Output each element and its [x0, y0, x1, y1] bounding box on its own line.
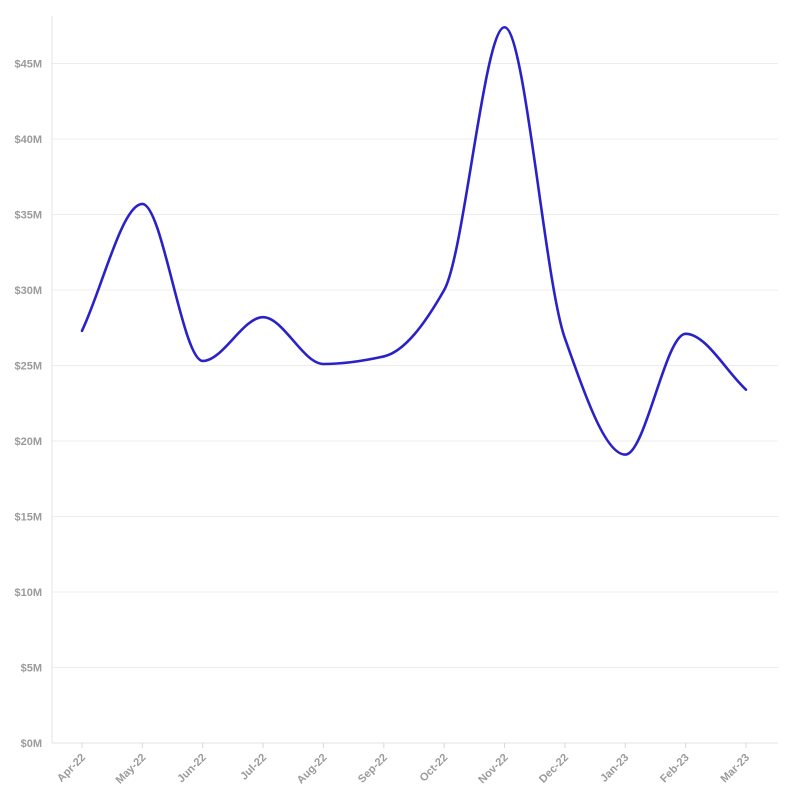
y-tick-label: $10M [14, 587, 42, 599]
y-tick-label: $0M [21, 738, 42, 750]
y-tick-label: $40M [14, 134, 42, 146]
series [80, 25, 748, 456]
y-axis-tick-labels: $0M $5M $10M $15M $20M $25M $30M $35M $40M $45M [14, 59, 42, 751]
x-tick-label: Sep-22 [356, 752, 390, 786]
y-tick-label: $5M [21, 663, 42, 675]
x-tick-label: Jul-22 [238, 752, 269, 783]
x-tick-label: Oct-22 [418, 752, 451, 785]
x-tick-label: Nov-22 [476, 752, 510, 786]
x-tick-label: Dec-22 [537, 752, 571, 786]
x-tick-label: Mar-23 [719, 752, 753, 786]
y-tick-label: $25M [14, 361, 42, 373]
y-tick-label: $45M [14, 59, 42, 71]
x-tick-label: Feb-23 [658, 752, 692, 786]
y-tick-label: $35M [14, 210, 42, 222]
grid [52, 63, 778, 668]
x-axis-tick-labels: Apr-22 May-22 Jun-22 Jul-22 Aug-22 Sep-22 Oct-… [55, 752, 752, 787]
y-tick-label: $20M [14, 436, 42, 448]
x-tick-label: May-22 [114, 752, 149, 787]
y-tick-label: $15M [14, 512, 42, 524]
axes [51, 16, 778, 748]
y-tick-label: $30M [14, 285, 42, 297]
x-tick-label: Aug-22 [295, 752, 330, 787]
x-tick-label: Jan-23 [598, 752, 631, 785]
series-line [80, 25, 748, 456]
x-tick-label: Apr-22 [55, 752, 88, 785]
x-tick-label: Jun-22 [175, 752, 209, 786]
